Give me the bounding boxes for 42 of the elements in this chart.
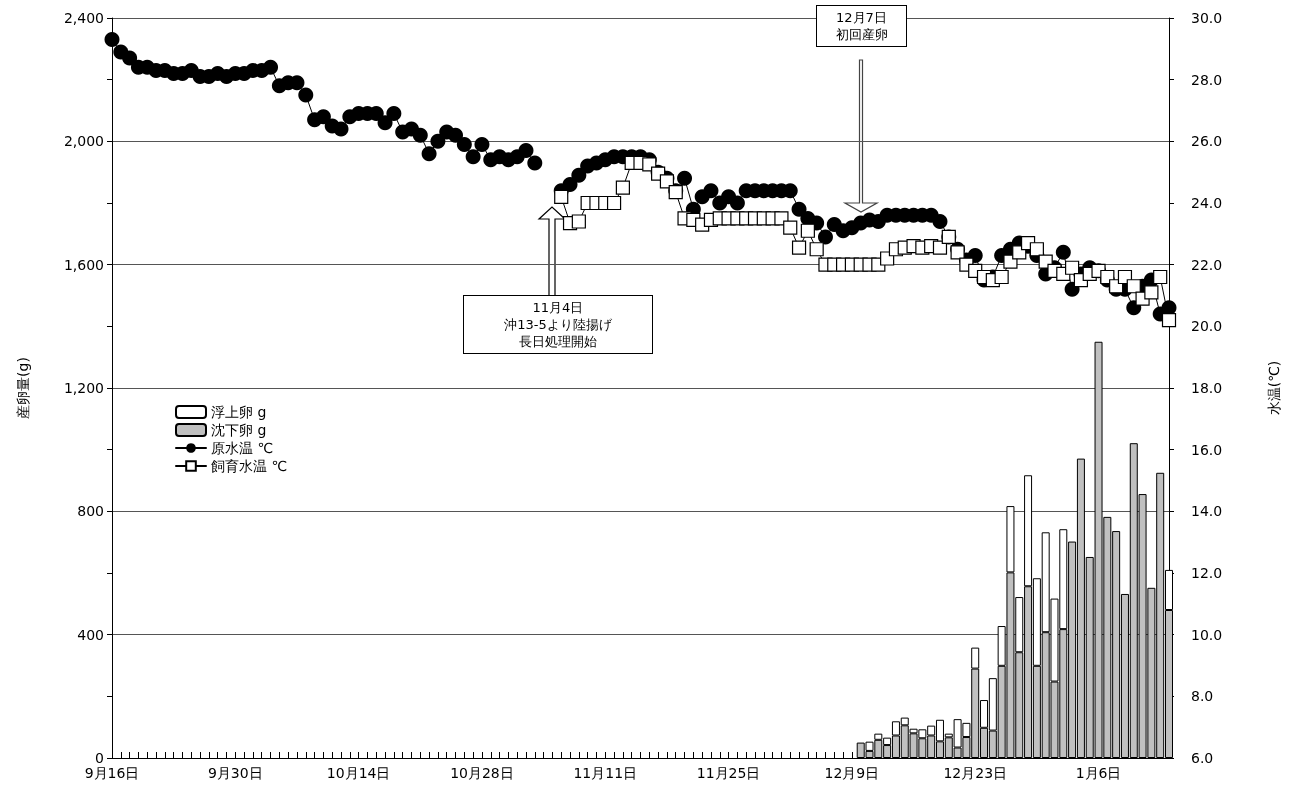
y2-tick-label: 22.0 (1191, 256, 1223, 273)
x-tick-label: 11月11日 (573, 765, 638, 781)
y-tick-label: 800 (77, 503, 104, 520)
y2-tick-label: 16.0 (1191, 441, 1223, 458)
x-tick-label: 9月16日 (84, 765, 140, 781)
y2-axis-title: 水温(℃) (1266, 360, 1282, 416)
y2-tick-label: 30.0 (1191, 10, 1223, 26)
x-tick-label: 12月9日 (824, 765, 880, 781)
y-tick-label: 1,200 (63, 380, 104, 396)
legend-label: 原水温 ℃ (211, 440, 274, 456)
y2-tick-label: 18.0 (1191, 380, 1223, 396)
x-tick-label: 10月14日 (326, 765, 391, 781)
annotation: 長日処理開始 (518, 333, 598, 350)
y2-tick-label: 28.0 (1191, 71, 1223, 88)
x-tick-label: 11月25日 (696, 765, 761, 781)
annotation: 11月4日 (531, 299, 585, 316)
y2-tick-label: 8.0 (1191, 688, 1214, 705)
callout-box: 11月4日 沖13-5より陸揚げ 長日処理開始 (463, 295, 653, 354)
y-tick-label: 400 (77, 626, 104, 643)
y2-tick-label: 26.0 (1191, 133, 1223, 150)
annotation: 初回産卵 (834, 26, 889, 43)
y2-tick-label: 20.0 (1191, 318, 1223, 335)
x-tick-label: 1月6日 (1075, 765, 1122, 781)
y2-tick-label: 12.0 (1191, 565, 1223, 581)
annotation: 12月7日 (835, 9, 888, 26)
y2-tick-label: 14.0 (1191, 503, 1223, 520)
y-tick-label: 2,000 (63, 133, 104, 150)
y2-tick-label: 6.0 (1191, 750, 1214, 766)
callout-box: 12月7日 初回産卵 (816, 5, 907, 47)
y-axis-title: 産卵量(g) (15, 357, 31, 419)
y-tick-label: 2,400 (63, 10, 104, 26)
legend-label: 浮上卵 g (211, 404, 267, 420)
x-tick-label: 10月28日 (450, 765, 514, 781)
y-tick-label: 0 (95, 750, 104, 766)
legend-label: 沈下卵 g (211, 422, 267, 438)
x-tick-label: 9月30日 (207, 765, 263, 781)
legend-label: 飼育水温 ℃ (211, 458, 288, 474)
x-tick-label: 12月23日 (943, 765, 1008, 781)
y-tick-label: 1,600 (63, 256, 104, 273)
y2-tick-label: 10.0 (1191, 626, 1223, 643)
y2-tick-label: 24.0 (1191, 195, 1223, 211)
annotation: 沖13-5より陸揚げ (503, 316, 613, 333)
